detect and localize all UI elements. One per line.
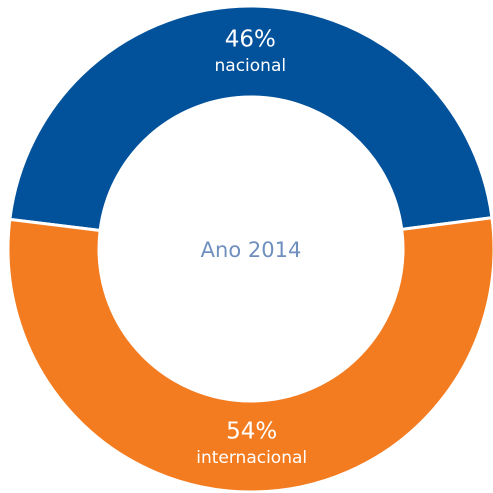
category-label: internacional	[196, 448, 307, 468]
value-label: 46%	[225, 27, 276, 53]
donut-segment	[8, 4, 493, 233]
category-label: nacional	[215, 56, 287, 76]
center-label: Ano 2014	[201, 238, 302, 262]
donut-segment	[6, 216, 493, 493]
value-label: 54%	[226, 418, 277, 444]
